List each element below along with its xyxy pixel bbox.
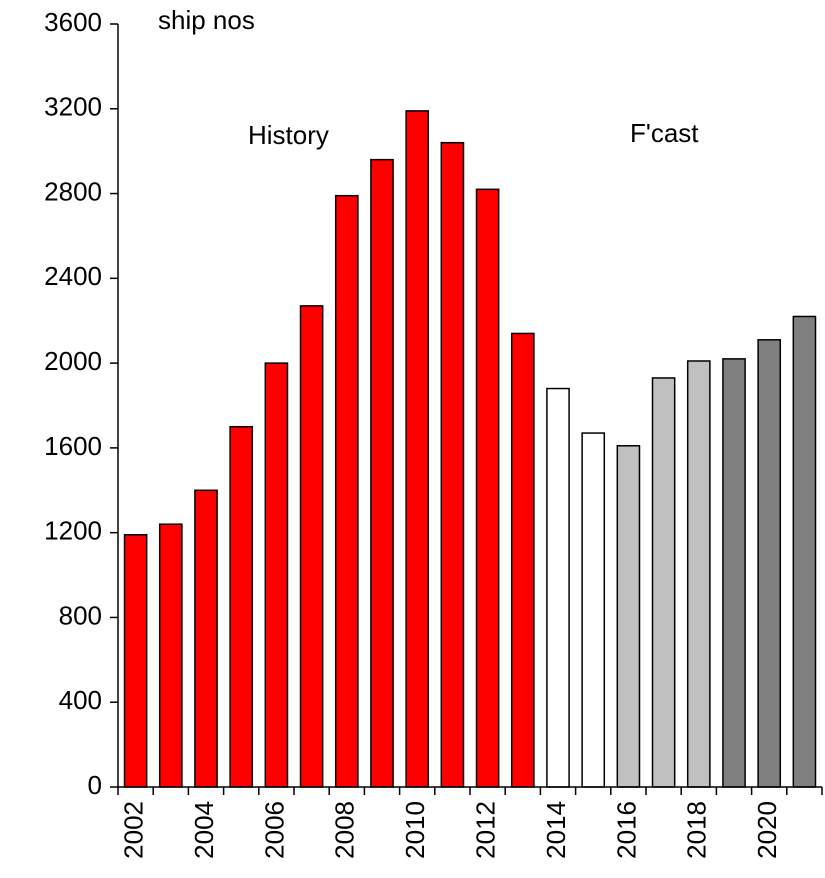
unit-label: ship nos	[158, 5, 255, 35]
bar	[158, 523, 183, 788]
bar	[123, 534, 148, 788]
bar	[264, 362, 289, 788]
bar	[792, 315, 817, 788]
x-tick-label: 2010	[400, 801, 430, 859]
bar	[370, 158, 394, 788]
x-tick-label: 2006	[259, 801, 289, 859]
bar	[651, 377, 676, 788]
bar	[686, 360, 711, 788]
y-tick-label: 2800	[44, 176, 102, 206]
x-tick-label: 2008	[330, 801, 360, 859]
y-tick-label: 2000	[44, 346, 102, 376]
bar	[299, 305, 324, 788]
history-label: History	[248, 120, 329, 150]
y-tick-label: 3200	[44, 92, 102, 122]
x-tick-label: 2020	[752, 801, 782, 859]
y-tick-label: 1200	[44, 516, 102, 546]
y-tick-label: 1600	[44, 431, 102, 461]
bar	[194, 489, 218, 788]
forecast-label: F'cast	[630, 118, 699, 148]
bar	[722, 358, 746, 788]
bar	[757, 339, 782, 788]
bar	[334, 194, 359, 788]
bar	[546, 387, 570, 788]
bar	[475, 188, 500, 788]
x-tick-label: 2018	[682, 801, 712, 859]
bar	[581, 432, 606, 788]
y-tick-label: 2400	[44, 261, 102, 291]
x-tick-label: 2014	[541, 801, 571, 859]
bar	[616, 445, 641, 788]
y-tick-label: 400	[59, 685, 102, 715]
x-tick-label: 2012	[470, 801, 500, 859]
x-tick-label: 2002	[118, 801, 148, 859]
y-tick-label: 800	[59, 600, 102, 630]
x-tick-label: 2016	[611, 801, 641, 859]
bar	[229, 425, 254, 788]
bar	[510, 332, 535, 788]
bar	[405, 110, 430, 788]
y-tick-label: 0	[88, 770, 102, 800]
y-tick-label: 3600	[44, 7, 102, 37]
bar	[440, 141, 465, 788]
x-tick-label: 2004	[189, 801, 219, 859]
